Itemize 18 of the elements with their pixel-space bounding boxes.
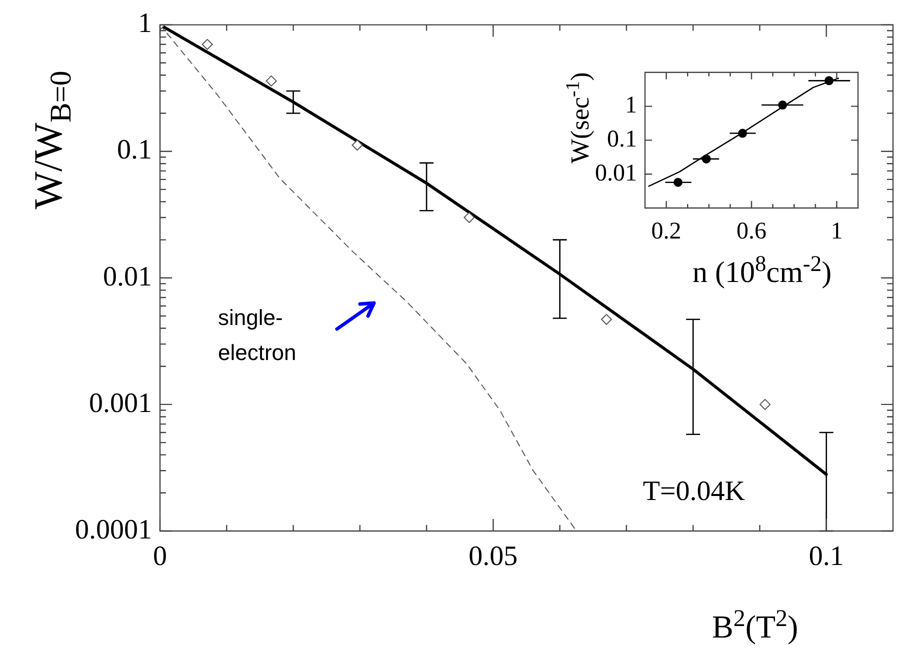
x-tick-label: 0.05 — [468, 541, 518, 572]
x-tick-label: 1 — [830, 218, 843, 245]
annotation: T=0.04K — [642, 476, 745, 507]
x-tick-label: 0.1 — [808, 541, 844, 572]
x-tick-label: 0 — [153, 541, 167, 572]
x-tick-label: 0.6 — [736, 218, 766, 245]
y-tick-label: 0.01 — [103, 261, 152, 292]
y-tick-label: 1 — [138, 8, 152, 40]
y-tick-label: 0.01 — [595, 160, 637, 186]
y-tick-label: 1 — [625, 92, 637, 119]
x-axis-title: n (10$^{8}$cm$^{-2}$) — [692, 250, 832, 288]
annotation: single-electron — [218, 305, 296, 365]
x-tick-label: 0.2 — [651, 218, 682, 245]
y-tick-label: 0.0001 — [75, 514, 152, 546]
y-tick-label: 0.1 — [117, 134, 152, 166]
y-tick-label: 0.1 — [607, 126, 637, 152]
y-tick-label: 0.001 — [89, 388, 152, 419]
x-axis-title: B$^{2}$(T$^{2}$) — [712, 606, 798, 645]
